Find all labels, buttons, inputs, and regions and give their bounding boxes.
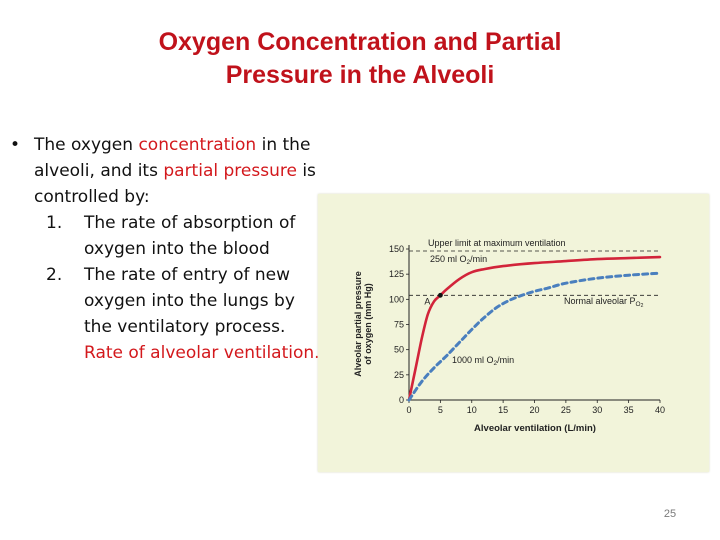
main-bullet: • The oxygen concentration in the alveol… — [10, 132, 320, 210]
bullet-list: • The oxygen concentration in the alveol… — [10, 132, 320, 366]
normal-alveolar-sub-2: 2 — [641, 303, 644, 309]
x-tick-label-40: 40 — [655, 405, 665, 415]
normal-alveolar-sub-o: O — [636, 301, 641, 308]
list-item-2: 2. The rate of entry of new oxygen into … — [10, 262, 320, 366]
y-tick-label-150: 150 — [389, 244, 404, 254]
y-axis-label-line-2: of oxygen (mm Hg) — [363, 283, 373, 365]
x-tick-label-20: 20 — [529, 405, 539, 415]
curve-1000-label-prefix: 1000 ml O — [452, 355, 494, 365]
y-tick-label-125: 125 — [389, 269, 404, 279]
x-tick-label-5: 5 — [438, 405, 443, 415]
list-text-2: The rate of entry of new oxygen into the… — [84, 265, 295, 337]
bullet-text-3: is controlled by: — [34, 161, 316, 207]
series-line-1 — [407, 255, 662, 402]
x-tick-label-10: 10 — [467, 405, 477, 415]
list-item-1: 1. The rate of absorption of oxygen into… — [10, 210, 320, 262]
y-tick-label-50: 50 — [394, 345, 404, 355]
bullet-text-1: The oxygen — [34, 135, 139, 155]
curve-250-label: 250 ml O2/min — [430, 254, 487, 266]
curve-250-label-prefix: 250 ml O — [430, 254, 467, 264]
x-tick-label-15: 15 — [498, 405, 508, 415]
oxygen-pressure-figure: Alveolar partial pressure of oxygen (mm … — [318, 194, 709, 472]
curve-1000-label-sub: 2 — [494, 360, 498, 367]
slide-title: Oxygen Concentration and Partial Pressur… — [0, 26, 720, 92]
x-axis-label: Alveolar ventilation (L/min) — [474, 423, 596, 434]
bullet-text-2: in the alveoli, and its — [34, 135, 311, 181]
slide-title-line-1: Oxygen Concentration and Partial — [158, 28, 562, 56]
normal-alveolar-label: Normal alveolar PO2 — [564, 296, 644, 309]
y-tick-label-75: 75 — [394, 320, 404, 330]
list-text-1: The rate of absorption of oxygen into th… — [84, 213, 296, 259]
y-tick-label-100: 100 — [389, 294, 404, 304]
y-tick-label-0: 0 — [399, 395, 404, 405]
curve-250-label-sub: 2 — [467, 259, 471, 266]
x-tick-label-25: 25 — [561, 405, 571, 415]
bullet-marker: • — [10, 135, 21, 155]
x-tick-label-0: 0 — [406, 405, 411, 415]
y-axis-label-line-1: Alveolar partial pressure — [353, 271, 363, 377]
upper-limit-label: Upper limit at maximum ventilation — [428, 238, 566, 248]
partial-pressure-highlight: partial pressure — [163, 161, 297, 181]
concentration-highlight: concentration — [138, 135, 257, 155]
y-tick-label-25: 25 — [394, 370, 404, 380]
x-tick-label-30: 30 — [592, 405, 602, 415]
x-tick-label-35: 35 — [624, 405, 634, 415]
curve-1000-label: 1000 ml O2/min — [452, 355, 514, 367]
normal-alveolar-label-prefix: Normal alveolar P — [564, 296, 636, 306]
point-a-marker — [437, 292, 443, 298]
numbered-list: 1. The rate of absorption of oxygen into… — [10, 210, 320, 366]
list-number-2: 2. — [46, 265, 63, 285]
curve-250-label-suffix: /min — [470, 254, 487, 264]
alveolar-ventilation-highlight: Rate of alveolar ventilation. — [84, 343, 320, 363]
page-number: 25 — [663, 508, 677, 520]
list-number-1: 1. — [46, 213, 63, 233]
point-a-label: A — [424, 296, 430, 306]
ventilation-chart: Alveolar partial pressure of oxygen (mm … — [353, 238, 665, 434]
curve-1000-label-suffix: /min — [497, 355, 514, 365]
series-line-2 — [407, 271, 662, 402]
slide-title-line-2: Pressure in the Alveoli — [225, 61, 495, 89]
